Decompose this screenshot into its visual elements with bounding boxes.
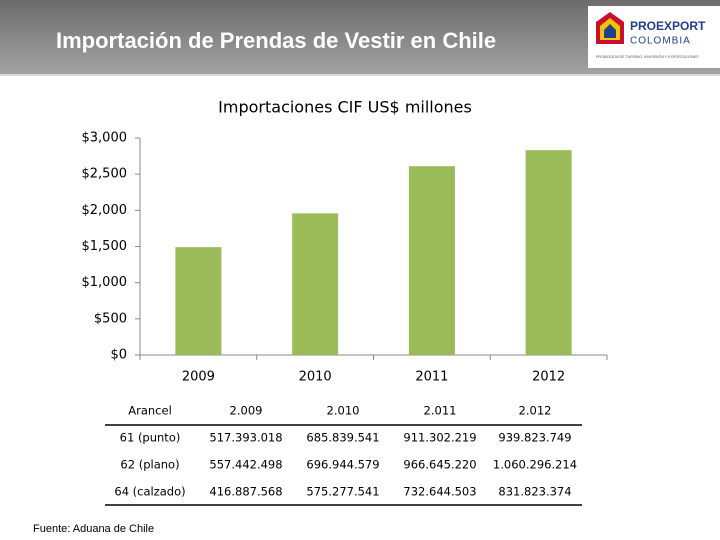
logo-country: COLOMBIA: [630, 36, 691, 47]
y-tick-label: $2,500: [82, 167, 128, 182]
y-tick-label: $1,500: [82, 239, 128, 254]
table-cell: 61 (punto): [120, 431, 181, 445]
bar: [525, 150, 572, 355]
header-rule: [0, 74, 720, 76]
table-cell: 831.823.374: [498, 485, 571, 499]
logo: PROEXPORT COLOMBIA PROMOCIÓN DE TURISMO,…: [588, 6, 720, 68]
table-header-cell: Arancel: [128, 404, 172, 418]
y-tick-label: $1,000: [82, 275, 128, 290]
y-tick-label: $2,000: [82, 203, 128, 218]
table-cell: 557.442.498: [209, 458, 282, 472]
table-header-cell: 2.012: [519, 404, 552, 418]
table-cell: 685.839.541: [306, 431, 379, 445]
logo-tagline: PROMOCIÓN DE TURISMO, INVERSIÓN Y EXPORT…: [596, 54, 699, 59]
table-cell: 64 (calzado): [114, 485, 185, 499]
x-tick-label: 2010: [299, 370, 332, 385]
table-header-cell: 2.009: [230, 404, 263, 418]
source-note: Fuente: Aduana de Chile: [33, 523, 154, 535]
bar: [292, 213, 339, 355]
table-cell: 911.302.219: [403, 431, 476, 445]
x-tick-label: 2009: [182, 370, 215, 385]
logo-name: PROEXPORT: [630, 19, 706, 33]
table-cell: 416.887.568: [209, 485, 282, 499]
table-cell: 732.644.503: [403, 485, 476, 499]
table-cell: 517.393.018: [209, 431, 282, 445]
chart-title: Importaciones CIF US$ millones: [218, 98, 472, 117]
logo-icon: [604, 24, 616, 38]
y-tick-label: $3,000: [82, 131, 128, 146]
y-tick-label: $0: [110, 348, 127, 363]
chart: $0 $500 $1,000 $1,500 $2,000 $2,500 $3,000 2009…: [82, 131, 608, 385]
table-cell: 966.645.220: [403, 458, 476, 472]
table-cell: 696.944.579: [306, 458, 379, 472]
x-tick-label: 2012: [532, 370, 565, 385]
table-cell: 939.823.749: [498, 431, 571, 445]
bar: [408, 166, 455, 355]
table: Arancel 2.009 2.010 2.011 2.012 61 (punto) 517…: [105, 404, 582, 506]
table-cell: 575.277.541: [306, 485, 379, 499]
y-tick-label: $500: [94, 311, 127, 326]
slide-title: Importación de Prendas de Vestir en Chil…: [56, 28, 496, 53]
table-header-cell: 2.011: [424, 404, 457, 418]
bar: [175, 247, 222, 355]
x-tick-label: 2011: [415, 370, 448, 385]
table-cell: 1.060.296.214: [493, 458, 577, 472]
table-cell: 62 (plano): [120, 458, 179, 472]
table-header-cell: 2.010: [327, 404, 360, 418]
